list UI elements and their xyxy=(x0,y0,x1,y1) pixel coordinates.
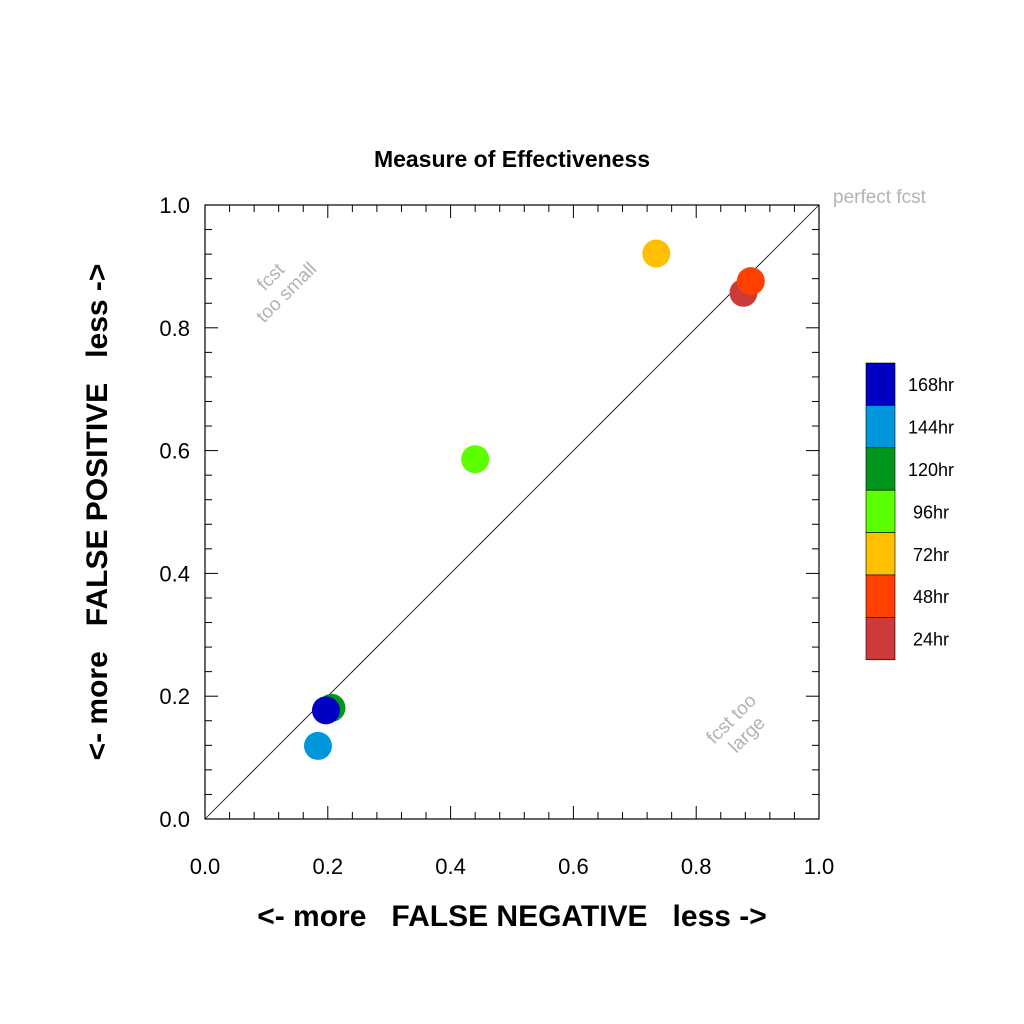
legend-label-168hr: 168hr xyxy=(908,375,954,395)
y-tick-label: 1.0 xyxy=(159,193,190,218)
legend-swatch-72hr xyxy=(865,532,896,576)
legend-label-24hr: 24hr xyxy=(913,630,949,650)
x-tick-label: 0.6 xyxy=(558,854,589,879)
annotation-line: too small xyxy=(253,259,322,328)
y-tick-label: 0.0 xyxy=(159,807,190,832)
perfect-forecast-line xyxy=(204,204,820,820)
y-tick-label: 0.4 xyxy=(159,561,190,586)
plot-area: 0.0 0.2 0.4 0.6 0.8 1.0 0.0 0.2 0.4 0.6 0.8 1.0 perf… xyxy=(159,187,926,879)
legend-label-96hr: 96hr xyxy=(913,502,949,522)
data-point-144hr xyxy=(303,731,332,760)
perfect-forecast-label: perfect fcst xyxy=(833,187,927,208)
x-axis-label: <- more FALSE NEGATIVE less -> xyxy=(257,900,767,933)
legend-label-72hr: 72hr xyxy=(913,545,949,565)
x-tick-label: 0.8 xyxy=(681,854,712,879)
data-point-96hr xyxy=(461,445,490,474)
plot-frame xyxy=(204,204,820,820)
legend-swatch-96hr xyxy=(865,489,896,533)
legend-swatch-144hr xyxy=(865,405,896,449)
y-tick-label: 0.2 xyxy=(159,684,190,709)
y-tick-label: 0.6 xyxy=(159,439,190,464)
data-point-72hr xyxy=(642,239,671,268)
legend-swatch-48hr xyxy=(865,574,896,618)
legend-swatch-120hr xyxy=(865,447,896,491)
legend: 168hr 144hr 120hr 96hr 72hr 48hr 24hr xyxy=(865,362,954,661)
y-tick-label: 0.8 xyxy=(159,316,190,341)
legend-label-120hr: 120hr xyxy=(908,460,954,480)
x-tick-label: 0.4 xyxy=(435,854,466,879)
legend-swatch-24hr xyxy=(865,617,896,661)
data-point-48hr xyxy=(736,267,765,296)
x-tick-label: 0.2 xyxy=(313,854,344,879)
y-axis-label: <- more FALSE POSITIVE less -> xyxy=(81,264,114,761)
x-tick-label: 0.0 xyxy=(190,854,221,879)
legend-swatch-168hr xyxy=(865,362,896,406)
chart-title: Measure of Effectiveness xyxy=(374,146,650,172)
legend-label-48hr: 48hr xyxy=(913,587,949,607)
data-point-168hr xyxy=(311,696,340,725)
x-tick-label: 1.0 xyxy=(804,854,835,879)
legend-label-144hr: 144hr xyxy=(908,418,954,438)
